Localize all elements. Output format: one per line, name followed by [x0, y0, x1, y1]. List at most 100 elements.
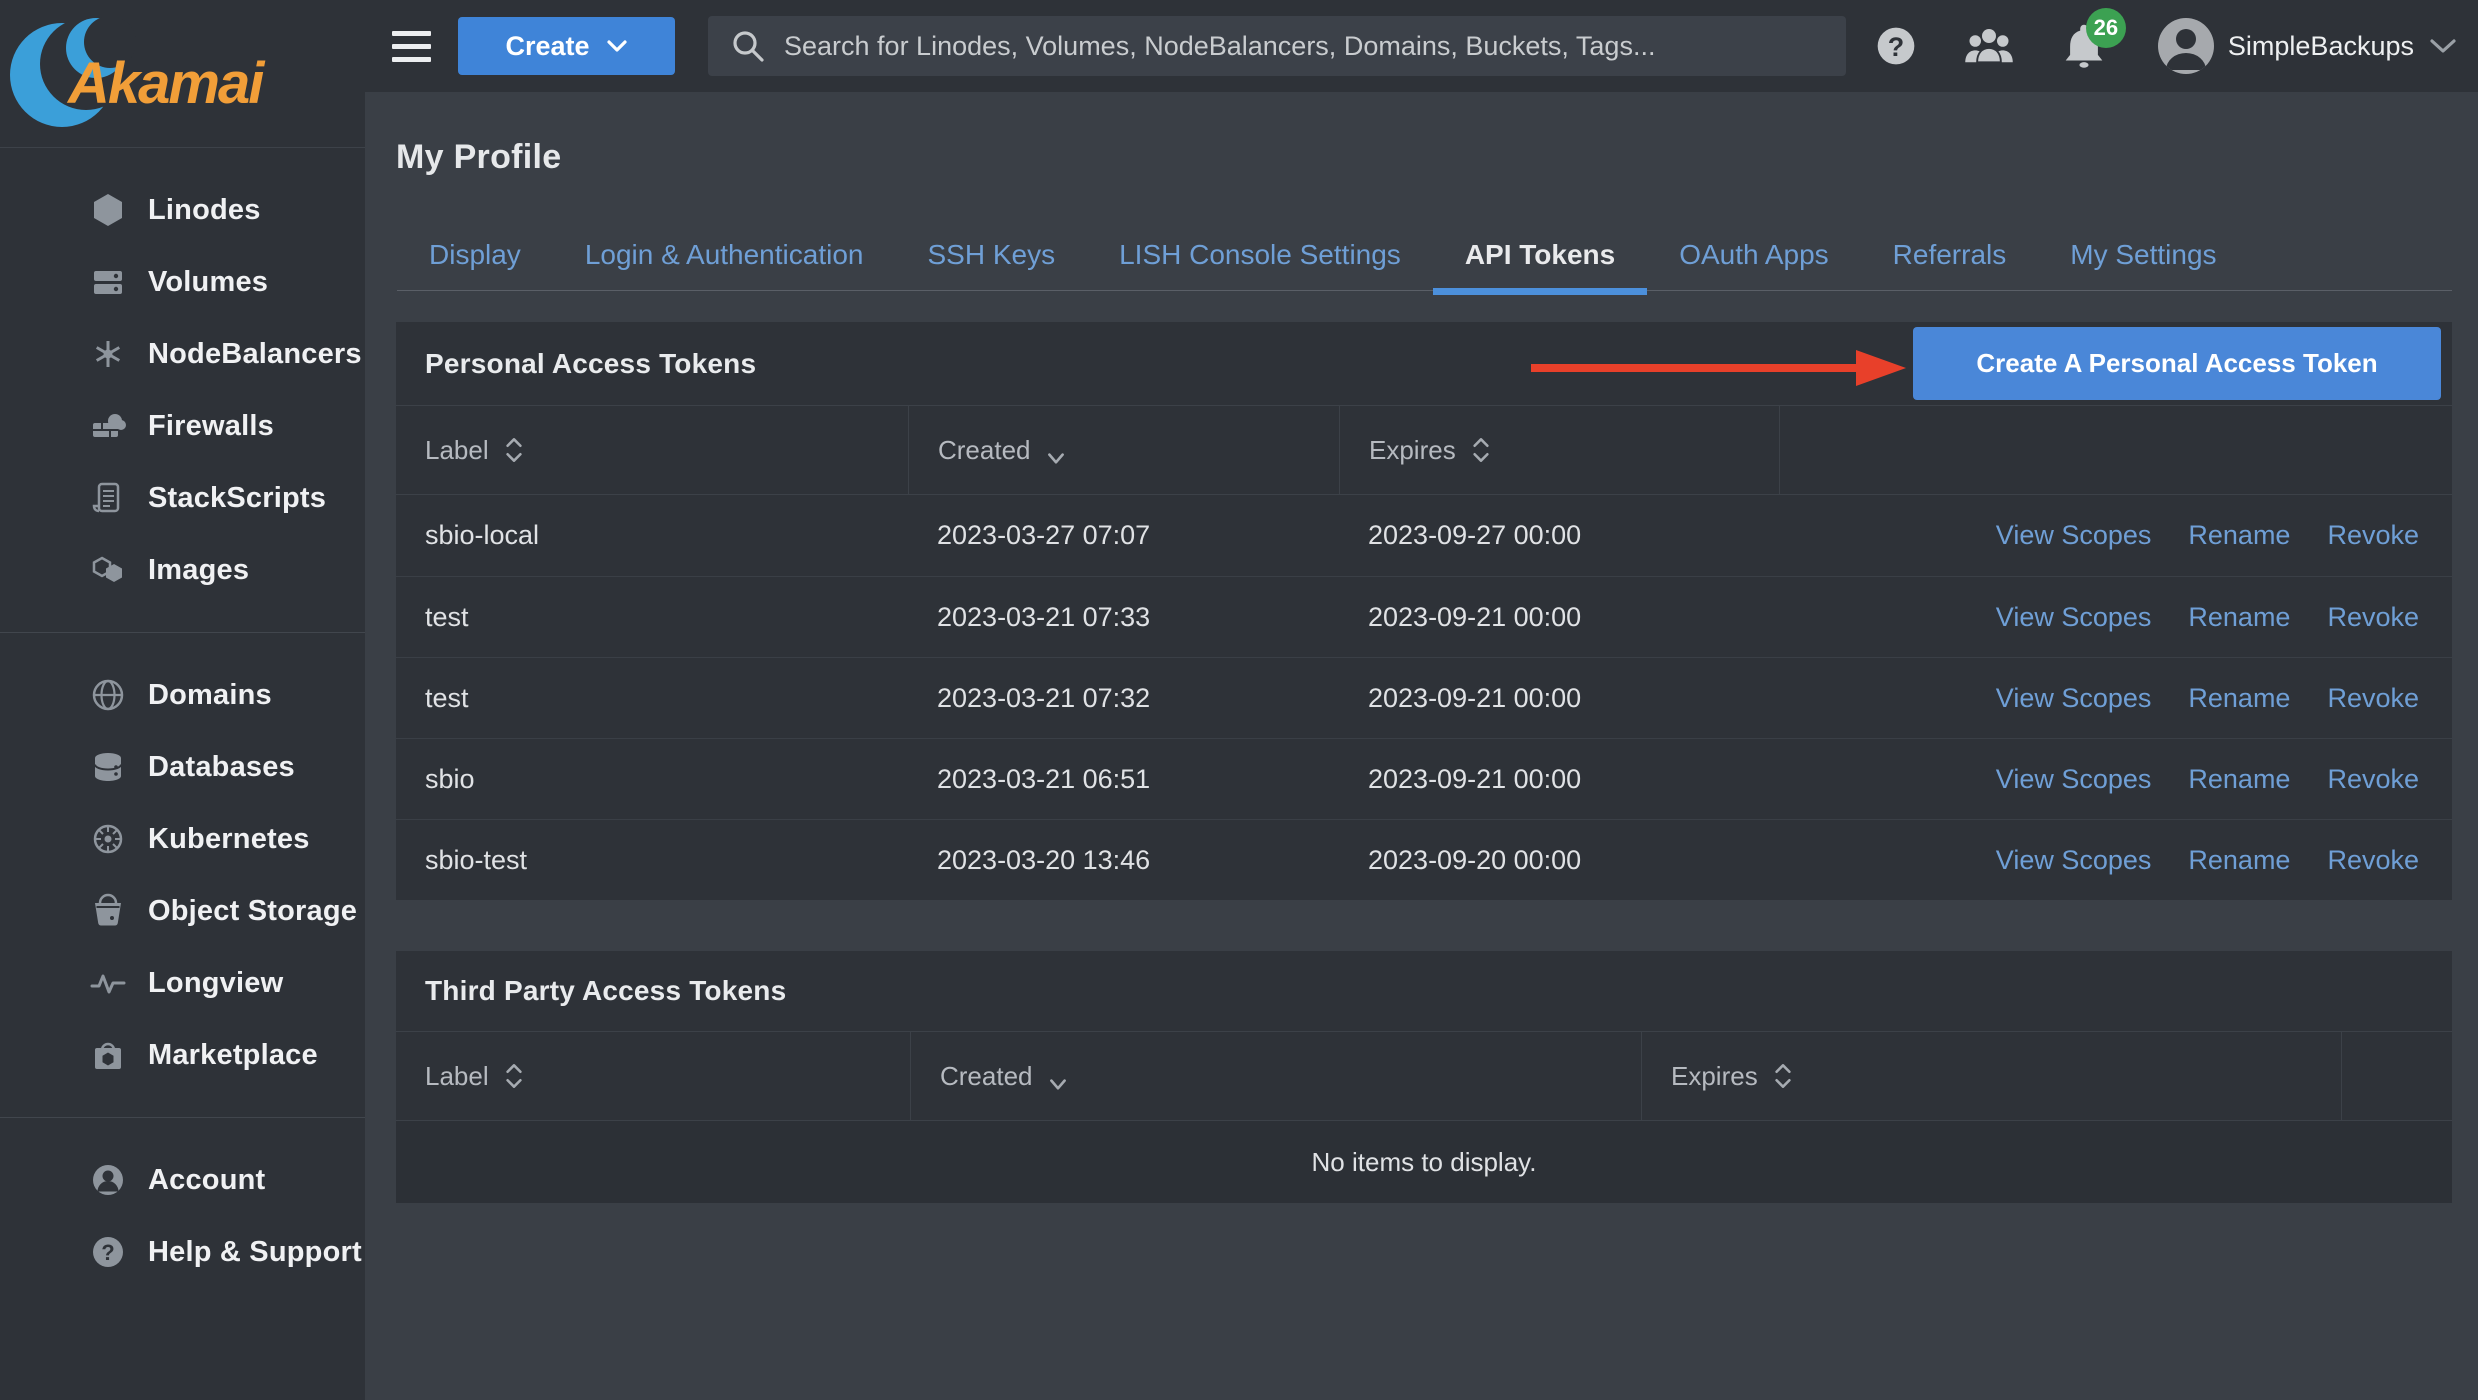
token-expires-cell: 2023-09-27 00:00: [1368, 520, 1582, 550]
volumes-icon: [94, 271, 122, 294]
avatar-person-icon: [2165, 29, 2206, 70]
community-button[interactable]: [1964, 24, 2014, 68]
linode-cube-icon: [94, 194, 122, 226]
token-label-cell: sbio: [425, 763, 475, 794]
view-scopes-link[interactable]: View Scopes: [1995, 844, 2152, 875]
sort-both-icon: [505, 438, 522, 462]
third-party-table-header: Label Created Expires: [396, 1031, 2452, 1121]
stackscripts-icon: [92, 482, 120, 513]
token-expires-cell: 2023-09-21 00:00: [1368, 763, 1582, 794]
sidebar-item-stackscripts[interactable]: StackScripts: [0, 462, 365, 534]
akamai-logo-text: Akamai: [66, 51, 266, 116]
sidebar-item-label: StackScripts: [148, 481, 327, 514]
column-header-label: Label: [396, 1032, 910, 1120]
help-question-icon: ?: [93, 1237, 123, 1267]
sidebar-item-databases[interactable]: Databases: [0, 731, 365, 803]
sort-expires[interactable]: Expires: [1671, 1060, 1794, 1092]
sort-label[interactable]: Label: [425, 1060, 525, 1092]
sidebar-item-longview[interactable]: Longview: [0, 947, 365, 1019]
column-header-created: Created: [908, 406, 1339, 494]
third-party-tokens-section: Third Party Access Tokens Label Created: [396, 951, 2452, 1203]
column-header-expires: Expires: [1339, 406, 1779, 494]
profile-tabs: Display Login & Authentication SSH Keys …: [397, 219, 2452, 295]
revoke-link[interactable]: Revoke: [2327, 763, 2419, 794]
tab-login-authentication[interactable]: Login & Authentication: [584, 238, 864, 270]
sidebar-item-images[interactable]: Images: [0, 534, 365, 606]
sidebar-nav: Linodes Volumes NodeBalancers Firewall: [0, 148, 365, 1288]
topbar-right-cluster: ? 26: [1874, 8, 2458, 74]
kubernetes-wheel-icon: [93, 824, 123, 854]
rename-link[interactable]: Rename: [2188, 682, 2291, 713]
third-party-tokens-header: Third Party Access Tokens: [396, 951, 2452, 1031]
sort-label[interactable]: Label: [425, 434, 525, 466]
sidebar-item-label: Images: [148, 553, 250, 586]
create-button-label: Create: [505, 30, 590, 61]
sidebar-item-nodebalancers[interactable]: NodeBalancers: [0, 318, 365, 390]
sidebar-item-linodes[interactable]: Linodes: [0, 174, 365, 246]
sidebar-item-label: Longview: [148, 966, 284, 999]
sort-created[interactable]: Created: [940, 1061, 1069, 1092]
token-label-cell: sbio-local: [425, 520, 540, 550]
personal-access-tokens-section: Personal Access Tokens Create A Personal…: [396, 322, 2452, 900]
view-scopes-link[interactable]: View Scopes: [1995, 682, 2152, 713]
user-menu[interactable]: SimpleBackups: [2157, 18, 2458, 74]
sidebar-item-domains[interactable]: Domains: [0, 659, 365, 731]
view-scopes-link[interactable]: View Scopes: [1995, 601, 2152, 632]
rename-link[interactable]: Rename: [2188, 601, 2291, 632]
token-created-cell: 2023-03-21 07:32: [937, 682, 1151, 713]
search-icon: [733, 31, 764, 62]
akamai-logo-icon: Akamai: [10, 15, 268, 127]
notifications-button[interactable]: 26: [2060, 8, 2126, 70]
create-button[interactable]: Create: [458, 17, 675, 75]
tab-display[interactable]: Display: [429, 238, 521, 270]
section-title: Third Party Access Tokens: [425, 975, 787, 1006]
sidebar-item-volumes[interactable]: Volumes: [0, 246, 365, 318]
sort-both-icon: [505, 1064, 522, 1088]
sidebar-item-marketplace[interactable]: Marketplace: [0, 1019, 365, 1091]
rename-link[interactable]: Rename: [2188, 763, 2291, 794]
column-header-text: Label: [425, 1060, 489, 1091]
token-created-cell: 2023-03-21 06:51: [937, 763, 1151, 794]
tab-oauth-apps[interactable]: OAuth Apps: [1679, 238, 1829, 270]
sidebar-item-label: Object Storage: [148, 894, 358, 927]
token-created-cell: 2023-03-21 07:33: [937, 601, 1151, 632]
table-row: sbio 2023-03-21 06:51 2023-09-21 00:00 V…: [396, 738, 2452, 819]
create-personal-access-token-button[interactable]: Create A Personal Access Token: [1913, 327, 2441, 400]
tab-lish-console-settings[interactable]: LISH Console Settings: [1119, 238, 1401, 270]
sidebar-item-label: Account: [148, 1163, 266, 1196]
search-input[interactable]: [784, 30, 1846, 62]
chevron-down-icon: [2430, 39, 2456, 53]
nodebalancers-icon: [95, 341, 121, 367]
sidebar-item-object-storage[interactable]: Object Storage: [0, 875, 365, 947]
tab-my-settings[interactable]: My Settings: [2070, 238, 2217, 270]
column-header-text: Expires: [1369, 434, 1456, 465]
sidebar-item-firewalls[interactable]: Firewalls: [0, 390, 365, 462]
personal-tokens-table-body: sbio-local 2023-03-27 07:07 2023-09-27 0…: [396, 495, 2452, 900]
sidebar-item-help-support[interactable]: ? Help & Support: [0, 1216, 365, 1288]
token-actions-cell: View Scopes Rename Revoke: [1779, 577, 2452, 657]
revoke-link[interactable]: Revoke: [2327, 682, 2419, 713]
akamai-logo[interactable]: Akamai: [0, 0, 365, 148]
personal-access-tokens-header: Personal Access Tokens Create A Personal…: [396, 322, 2452, 405]
revoke-link[interactable]: Revoke: [2327, 520, 2419, 550]
view-scopes-link[interactable]: View Scopes: [1995, 520, 2152, 550]
hamburger-menu-icon[interactable]: [392, 30, 431, 62]
view-scopes-link[interactable]: View Scopes: [1995, 763, 2152, 794]
revoke-link[interactable]: Revoke: [2327, 601, 2419, 632]
tab-ssh-keys[interactable]: SSH Keys: [927, 238, 1056, 270]
revoke-link[interactable]: Revoke: [2327, 844, 2419, 875]
tab-api-tokens[interactable]: API Tokens: [1432, 219, 1648, 295]
sidebar-item-account[interactable]: Account: [0, 1144, 365, 1216]
help-button[interactable]: ?: [1874, 24, 1918, 68]
marketplace-bag-icon: [95, 1042, 121, 1069]
sidebar: Akamai Linodes Volumes NodeBalancers: [0, 0, 365, 1400]
rename-link[interactable]: Rename: [2188, 520, 2291, 550]
sort-expires[interactable]: Expires: [1369, 434, 1492, 466]
sidebar-item-label: Databases: [148, 750, 295, 783]
tab-referrals[interactable]: Referrals: [1892, 238, 2007, 270]
firewalls-icon: [93, 414, 126, 437]
sidebar-item-kubernetes[interactable]: Kubernetes: [0, 803, 365, 875]
sort-created[interactable]: Created: [938, 435, 1067, 466]
rename-link[interactable]: Rename: [2188, 844, 2291, 875]
token-created-cell: 2023-03-27 07:07: [937, 520, 1151, 550]
